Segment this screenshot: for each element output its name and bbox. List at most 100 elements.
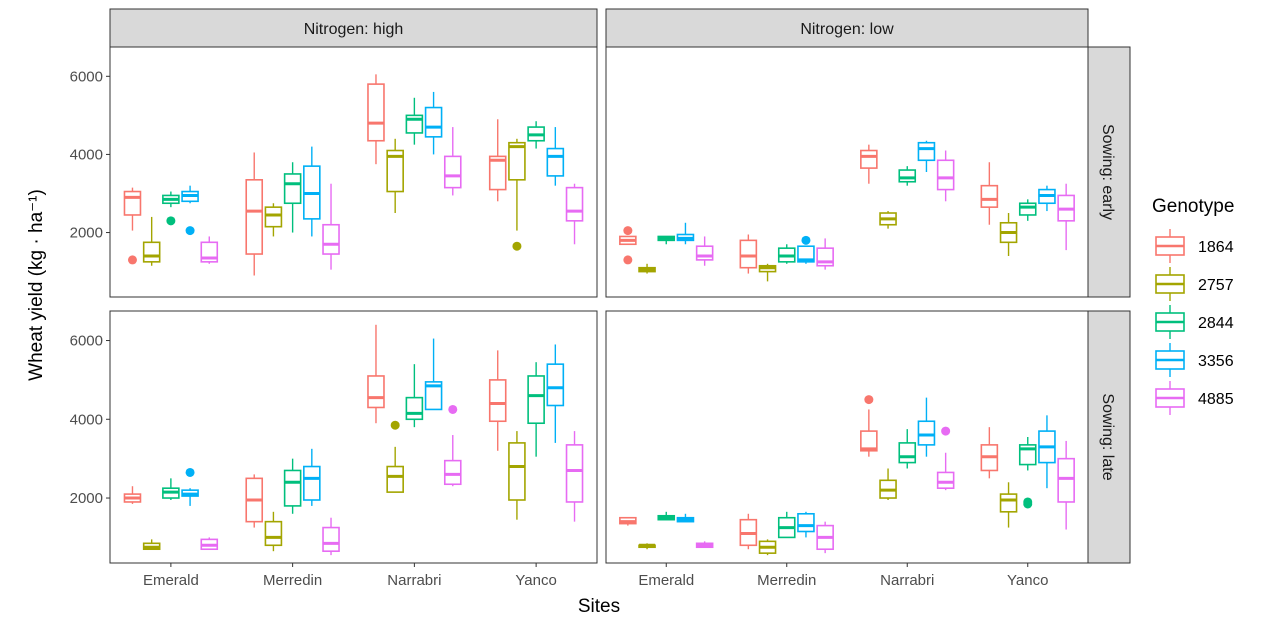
- box-iqr: [797, 245, 815, 263]
- box-narrabri-3356: [424, 338, 443, 411]
- box-narrabri-2844: [898, 166, 917, 186]
- box-yanco-3356: [546, 127, 565, 186]
- strip-row-label: Sowing: late: [1099, 393, 1116, 480]
- legend-item-label: 3356: [1198, 353, 1234, 370]
- panel-high-early: [109, 46, 598, 298]
- box-emerald-3356: [676, 513, 695, 523]
- box-yanco-3356: [1038, 415, 1056, 489]
- legend: Genotype 1864 2757 2844 3356 4885: [1152, 196, 1234, 415]
- box-merredin-1864: [739, 513, 758, 550]
- legend-item-label: 1864: [1198, 239, 1234, 256]
- y-tick-label: 4000: [70, 411, 103, 428]
- box-merredin-1864: [739, 234, 758, 274]
- outlier-point: [512, 241, 522, 251]
- box-narrabri-4885: [443, 127, 462, 196]
- box-narrabri-2757: [386, 420, 404, 493]
- y-tick-label: 2000: [70, 490, 103, 507]
- legend-item-2844: 2844: [1155, 305, 1234, 339]
- box-iqr: [1057, 457, 1075, 503]
- outlier-point: [1023, 497, 1033, 507]
- box-emerald-2757: [638, 263, 656, 274]
- box-emerald-4885: [200, 537, 219, 551]
- box-iqr: [999, 493, 1018, 513]
- y-tick-label: 6000: [70, 68, 103, 85]
- axes: 2000 4000 6000 2000 4000 6000 Emerald Merredin N…: [70, 68, 1049, 589]
- box-iqr: [565, 444, 584, 503]
- box-emerald-4885: [200, 236, 219, 264]
- box-iqr: [386, 465, 404, 493]
- box-iqr: [264, 206, 283, 228]
- box-iqr: [123, 190, 142, 216]
- box-iqr: [508, 442, 526, 501]
- box-merredin-2844: [283, 162, 302, 233]
- box-iqr: [443, 155, 462, 189]
- box-merredin-2757: [264, 511, 283, 552]
- y-axis-title: Wheat yield (kg · ha⁻¹): [26, 189, 47, 381]
- box-merredin-1864: [245, 474, 264, 528]
- box-merredin-4885: [816, 521, 834, 554]
- y-tick-label: 2000: [70, 225, 103, 242]
- box-merredin-4885: [322, 517, 340, 556]
- box-narrabri-2844: [405, 97, 424, 145]
- box-yanco-2844: [527, 121, 545, 149]
- box-merredin-4885: [816, 238, 834, 270]
- box-yanco-3356: [1038, 185, 1056, 212]
- box-merredin-3356: [797, 511, 815, 538]
- box-iqr: [695, 245, 714, 261]
- box-merredin-3356: [797, 235, 815, 264]
- box-narrabri-2844: [405, 364, 424, 428]
- box-iqr: [283, 469, 302, 507]
- box-narrabri-1864: [860, 395, 878, 457]
- box-iqr: [245, 179, 264, 255]
- x-tick-label: Yanco: [1007, 572, 1048, 589]
- box-emerald-2844: [657, 235, 676, 245]
- box-iqr: [936, 471, 955, 489]
- box-narrabri-2757: [386, 138, 404, 214]
- panel-border: [605, 310, 1089, 564]
- box-iqr: [405, 396, 424, 421]
- box-narrabri-2757: [879, 468, 897, 500]
- box-iqr: [424, 106, 443, 138]
- box-iqr: [917, 141, 936, 162]
- box-emerald-2844: [657, 511, 676, 521]
- y-tick-label: 4000: [70, 146, 103, 163]
- box-iqr: [546, 363, 565, 407]
- strip-row-0: [1087, 46, 1131, 298]
- box-narrabri-4885: [936, 426, 955, 491]
- strip-col-1: [605, 8, 1089, 48]
- box-emerald-3356: [181, 185, 199, 236]
- box-yanco-4885: [565, 431, 584, 522]
- outlier-point: [864, 395, 874, 405]
- outlier-point: [941, 426, 951, 436]
- box-iqr: [860, 430, 878, 452]
- box-yanco-3356: [546, 344, 565, 443]
- strip-col-0: [109, 8, 598, 48]
- facet-strips: Nitrogen: high Nitrogen: low Sowing: early…: [109, 8, 1131, 564]
- box-iqr: [424, 381, 443, 411]
- box-yanco-2844: [1018, 437, 1037, 509]
- x-axis-title: Sites: [578, 596, 620, 617]
- box-iqr: [739, 239, 758, 269]
- box-yanco-2844: [1018, 199, 1037, 221]
- legend-item-label: 2757: [1198, 277, 1234, 294]
- legend-item-3356: 3356: [1155, 343, 1234, 377]
- box-narrabri-4885: [443, 404, 462, 487]
- legend-item-1864: 1864: [1155, 229, 1234, 263]
- legend-title: Genotype: [1152, 196, 1234, 217]
- outlier-point: [801, 235, 811, 245]
- box-iqr: [917, 420, 936, 446]
- strip-col-label: Nitrogen: low: [800, 21, 894, 38]
- box-yanco-2757: [999, 213, 1018, 256]
- box-emerald-4885: [695, 236, 714, 266]
- box-iqr: [508, 141, 526, 181]
- outlier-point: [390, 420, 400, 430]
- box-narrabri-2757: [879, 211, 897, 229]
- outlier-point: [448, 404, 458, 414]
- box-yanco-2757: [999, 482, 1018, 528]
- box-iqr: [936, 159, 955, 191]
- legend-item-4885: 4885: [1155, 381, 1234, 415]
- facet-panels: [109, 46, 1089, 564]
- box-yanco-2844: [527, 362, 545, 457]
- strip-col-label: Nitrogen: high: [304, 21, 404, 38]
